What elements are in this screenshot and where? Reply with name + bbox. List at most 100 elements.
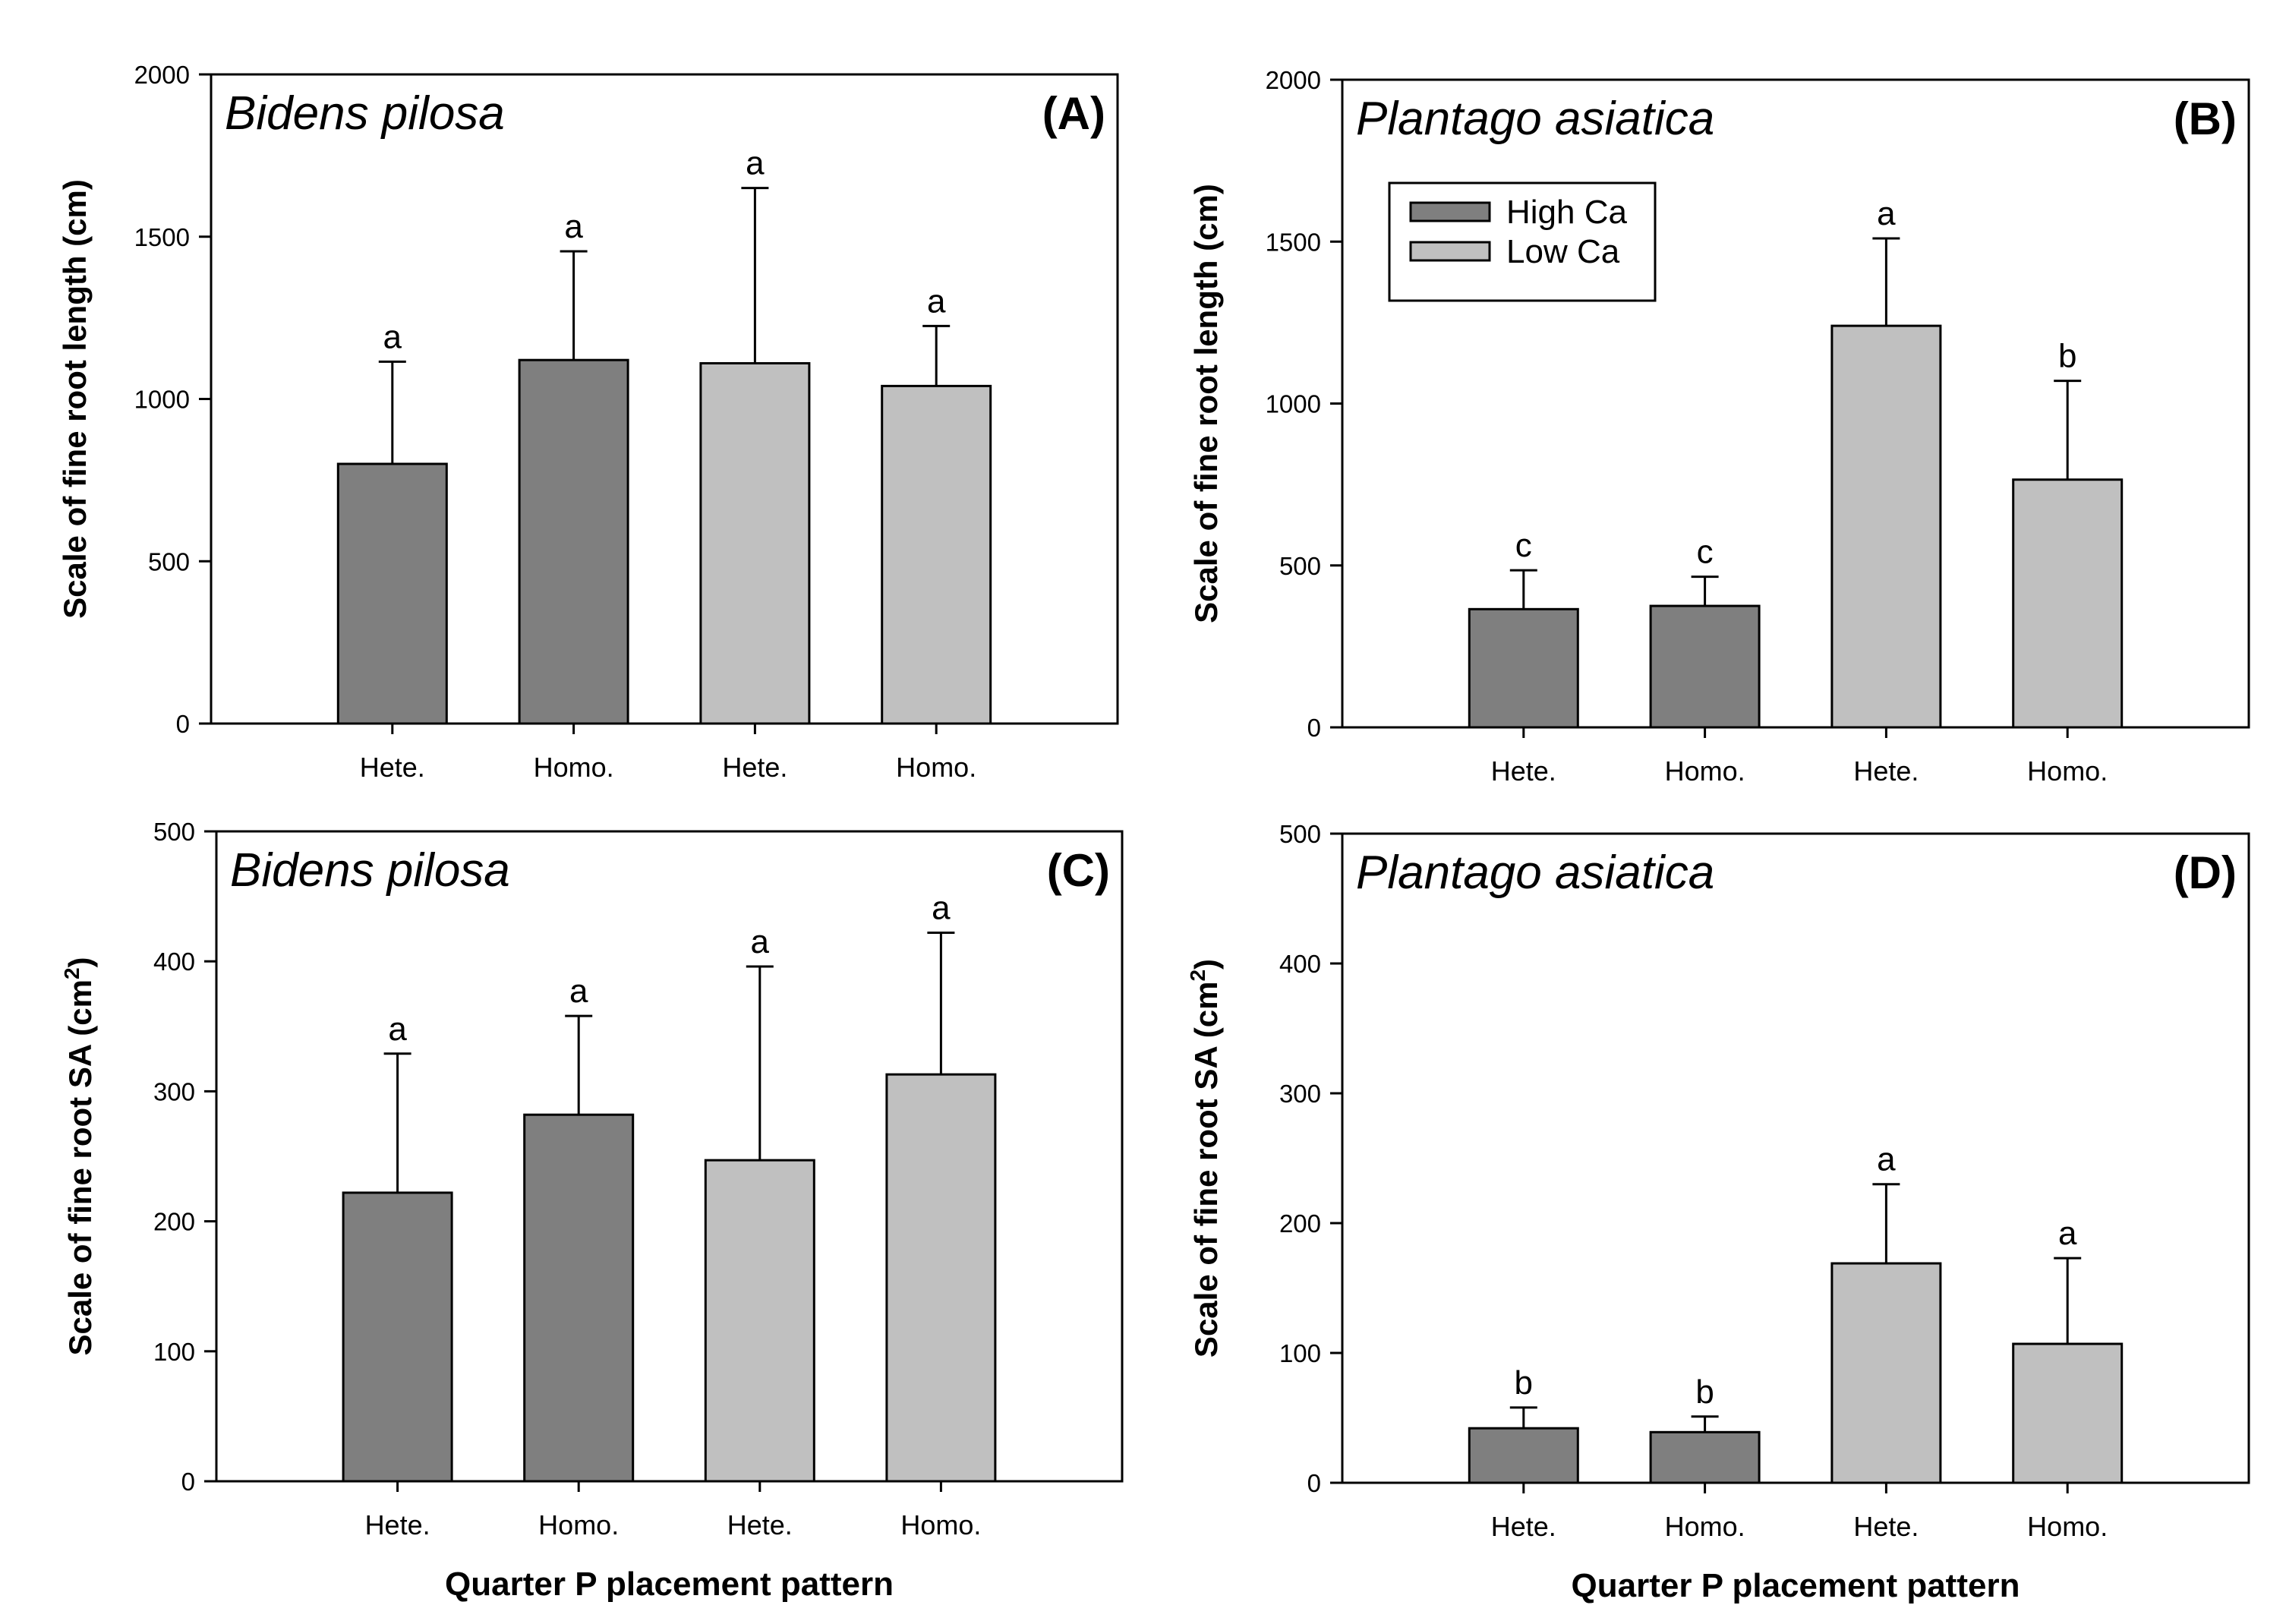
y-axis-label: Scale of fine root length (cm) [57,179,93,619]
bar [1649,1430,1761,1484]
y-tick-label: 100 [1279,1339,1321,1367]
bar [518,358,629,725]
x-tick-label: Hete. [365,1509,430,1540]
y-axis-label-superscript: 2 [1186,970,1209,982]
x-tick-label: Homo. [538,1509,619,1540]
y-tick-label: 2000 [1266,66,1321,94]
x-tick-label: Homo. [1665,755,1745,787]
y-tick-label: 500 [153,818,195,846]
x-tick-label: Homo. [1665,1511,1745,1542]
y-axis-label-text: Scale of fine root SA (cm [62,979,98,1356]
bar [2012,478,2124,729]
y-tick-label: 500 [1279,820,1321,848]
chart-panel-2: 0 500 1000 1500 2000 c Hete. c Homo. a Hete. b Homo.… [1188,66,2250,787]
x-tick-label: Homo. [2027,755,2108,787]
y-tick-label: 0 [1307,1469,1321,1497]
x-tick-label: Hete. [1853,755,1919,787]
significance-letter: a [564,208,583,245]
significance-letter: c [1697,534,1714,571]
y-tick-label: 300 [1279,1080,1321,1108]
significance-letter: b [1515,1364,1533,1402]
x-axis-label: Quarter P placement pattern [445,1566,894,1603]
bar [1649,604,1761,729]
y-tick-label: 100 [153,1338,195,1366]
y-tick-label: 1000 [134,386,190,414]
bar [342,1191,453,1483]
significance-letter: a [927,282,946,320]
bar [881,384,992,725]
significance-letter: b [2058,338,2076,375]
y-tick-label: 0 [181,1468,195,1496]
x-tick-label: Hete. [1491,755,1556,787]
species-name: Bidens pilosa [225,87,505,140]
x-tick-label: Hete. [360,752,425,783]
y-tick-label: 1000 [1266,390,1321,418]
bar [699,361,811,725]
bar [336,462,448,725]
chart-panel-3: 0 100 200 300 400 500 a Hete. a Homo. a Hete. a Homo.… [60,818,1124,1603]
y-tick-label: 500 [148,547,190,575]
y-tick-label: 0 [1307,714,1321,742]
bar [885,1073,997,1483]
legend-entry: High Ca [1506,194,1627,231]
bar [1830,1262,1942,1484]
y-axis-label: Scale of fine root length (cm) [1188,184,1224,623]
bar [704,1159,815,1483]
legend-entry: Low Ca [1506,233,1620,270]
significance-letter: a [2058,1215,2077,1252]
y-axis-label-end: ) [1188,959,1224,970]
legend-swatch [1409,241,1491,262]
x-tick-label: Homo. [534,752,614,783]
x-tick-label: Hete. [1491,1511,1556,1542]
plot-frame [1341,832,2250,1484]
bar [1468,607,1579,729]
y-tick-label: 400 [153,948,195,976]
y-tick-label: 400 [1279,950,1321,978]
y-tick-label: 200 [1279,1209,1321,1238]
x-tick-label: Homo. [900,1509,981,1540]
panel-label: (A) [1042,88,1105,139]
bar [523,1113,635,1483]
plot-frame [215,830,1124,1483]
significance-letter: a [569,973,588,1010]
x-axis-label: Quarter P placement pattern [1572,1567,2020,1604]
bar [1830,324,1942,729]
chart-panel-4: 0 100 200 300 400 500 b Hete. b Homo. a Hete. a Homo.… [1186,820,2250,1604]
y-axis-label: Scale of fine root SA (cm2) [1186,959,1224,1358]
panel-label: (D) [2174,847,2237,898]
chart-panel-1: 0 500 1000 1500 2000 a Hete. a Homo. a Hete. a Homo.… [57,61,1119,783]
species-name: Plantago asiatica [1356,847,1714,899]
x-tick-label: Hete. [1853,1511,1919,1542]
y-tick-label: 0 [176,710,190,738]
y-axis-label-text: Scale of fine root SA (cm [1188,982,1224,1358]
significance-letter: a [932,890,951,927]
x-tick-label: Homo. [896,752,976,783]
significance-letter: a [1877,195,1896,232]
legend-swatch [1409,201,1491,222]
y-axis-label-superscript: 2 [60,967,84,979]
y-tick-label: 1500 [134,223,190,251]
significance-letter: c [1515,527,1532,564]
y-tick-label: 500 [1279,552,1321,580]
y-tick-label: 200 [153,1208,195,1236]
y-axis-label-text: Scale of fine root length (cm) [57,179,93,619]
significance-letter: a [1877,1141,1896,1178]
species-name: Plantago asiatica [1356,93,1714,145]
y-axis-label: Scale of fine root SA (cm2) [60,957,98,1355]
significance-letter: b [1695,1373,1714,1411]
y-axis-label-text: Scale of fine root length (cm) [1188,184,1224,623]
y-axis-label-end: ) [62,957,98,967]
significance-letter: a [751,923,770,960]
y-tick-label: 1500 [1266,228,1321,256]
x-tick-label: Homo. [2027,1511,2108,1542]
y-tick-label: 300 [153,1077,195,1105]
significance-letter: a [383,318,402,355]
x-tick-label: Hete. [722,752,787,783]
significance-letter: a [388,1011,407,1048]
bar [1468,1427,1579,1484]
significance-letter: a [746,145,765,182]
bar [2012,1342,2124,1484]
species-name: Bidens pilosa [230,844,510,897]
